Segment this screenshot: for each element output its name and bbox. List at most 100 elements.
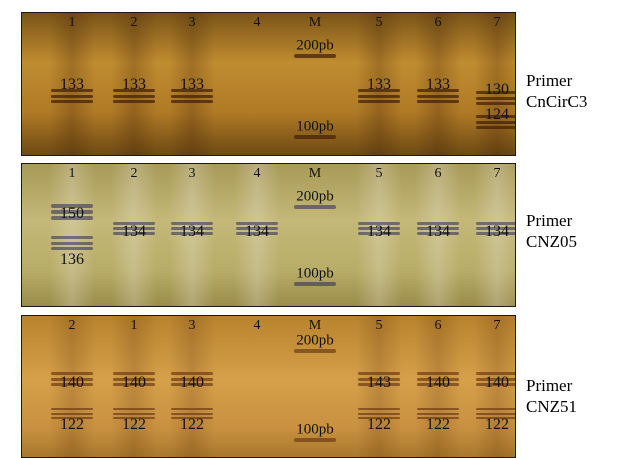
marker-size-label: 100pb <box>296 265 334 282</box>
band-size-label: 133 <box>426 76 450 93</box>
primer-label-cncirc3: Primer CnCirC3 <box>526 70 587 112</box>
dna-band <box>51 100 93 103</box>
dna-band <box>51 372 93 375</box>
band-size-label: 140 <box>60 374 84 391</box>
marker-band <box>294 438 336 442</box>
band-size-label: 134 <box>367 223 391 240</box>
dna-band <box>417 227 459 230</box>
primer-name: CnCirC3 <box>526 92 588 111</box>
dna-band <box>113 383 155 386</box>
primer-name: CNZ05 <box>526 232 577 251</box>
marker-size-label: 200pb <box>296 332 334 349</box>
dna-band <box>113 372 155 375</box>
band-size-label: 150 <box>60 205 84 222</box>
lane-number: 3 <box>188 15 196 30</box>
dna-band <box>358 377 400 381</box>
dna-band <box>51 94 93 98</box>
lane-number: 3 <box>188 318 196 333</box>
primer-name: CNZ51 <box>526 397 577 416</box>
dna-band <box>417 232 459 235</box>
dna-band <box>476 417 515 419</box>
dna-band <box>476 222 515 225</box>
lane-number: 4 <box>253 318 261 333</box>
dna-band <box>417 100 459 103</box>
dna-band <box>417 408 459 410</box>
dna-band <box>171 377 213 381</box>
dna-band <box>476 412 515 415</box>
gel-panel-cnz05: 1 150 136 2 134 3 134 4 134 M 200pb 100pb 5 134 6 134 7 1… <box>21 163 516 307</box>
marker-band <box>294 205 336 209</box>
marker-size-label: 100pb <box>296 118 334 135</box>
dna-band <box>236 232 278 235</box>
dna-band <box>51 412 93 415</box>
band-size-label: 133 <box>122 76 146 93</box>
dna-band <box>113 227 155 230</box>
dna-band <box>358 100 400 103</box>
lane: 1 133 <box>49 13 95 155</box>
band-size-label: 140 <box>485 374 509 391</box>
dna-band <box>113 100 155 103</box>
marker-band <box>294 282 336 286</box>
lane: 6 133 <box>415 13 461 155</box>
dna-band <box>358 383 400 386</box>
dna-band <box>113 417 155 419</box>
lane: 4 <box>234 316 280 457</box>
lane: 7 134 <box>474 164 515 306</box>
lane: 4 134 <box>234 164 280 306</box>
lane: 7 130 124 <box>474 13 515 155</box>
dna-band <box>358 372 400 375</box>
lane-number: 1 <box>68 166 76 181</box>
lane-number: 1 <box>68 15 76 30</box>
lane-number: 1 <box>130 318 138 333</box>
lane-number: 2 <box>130 166 138 181</box>
dna-band <box>358 227 400 230</box>
band-size-label: 134 <box>245 223 269 240</box>
marker-size-label: 200pb <box>296 37 334 54</box>
dna-band <box>358 222 400 225</box>
dna-band <box>51 408 93 410</box>
lane: 3 140 122 <box>169 316 215 457</box>
dna-band <box>51 383 93 386</box>
marker-lane: M 200pb 100pb <box>292 13 338 155</box>
lane: 7 140 122 <box>474 316 515 457</box>
lane-number: 7 <box>493 318 501 333</box>
dna-band <box>171 222 213 225</box>
marker-band <box>294 349 336 353</box>
dna-band <box>358 417 400 419</box>
dna-band <box>476 96 515 100</box>
dna-band <box>358 232 400 235</box>
lane-number: 4 <box>253 166 261 181</box>
marker-size-label: 100pb <box>296 421 334 438</box>
lane-number: 4 <box>253 15 261 30</box>
dna-band <box>417 222 459 225</box>
lane: 2 133 <box>111 13 157 155</box>
marker-lane-label: M <box>308 15 322 30</box>
lane: 5 134 <box>356 164 402 306</box>
lane-number: 5 <box>375 318 383 333</box>
band-size-label: 143 <box>367 374 391 391</box>
dna-band <box>171 100 213 103</box>
dna-band <box>171 408 213 410</box>
dna-band <box>236 222 278 225</box>
band-size-label: 122 <box>180 416 204 433</box>
dna-band <box>476 227 515 230</box>
lane: 4 <box>234 13 280 155</box>
band-size-label: 122 <box>485 416 509 433</box>
gel-panel-cnz51: 2 140 122 1 140 122 3 140 122 4 M 200pb 100pb 5 143 122… <box>21 315 516 458</box>
dna-band <box>113 412 155 415</box>
dna-band <box>171 89 213 92</box>
band-size-label: 140 <box>122 374 146 391</box>
band-size-label: 140 <box>180 374 204 391</box>
dna-band <box>236 227 278 230</box>
dna-band <box>417 383 459 386</box>
lane: 6 134 <box>415 164 461 306</box>
lane-number: 7 <box>493 166 501 181</box>
lane-number: 6 <box>434 15 442 30</box>
band-size-label: 124 <box>485 106 509 123</box>
marker-lane-label: M <box>308 166 322 181</box>
lane: 5 133 <box>356 13 402 155</box>
dna-band <box>476 120 515 124</box>
dna-band <box>476 372 515 375</box>
lane-number: 5 <box>375 15 383 30</box>
dna-band <box>51 247 93 250</box>
